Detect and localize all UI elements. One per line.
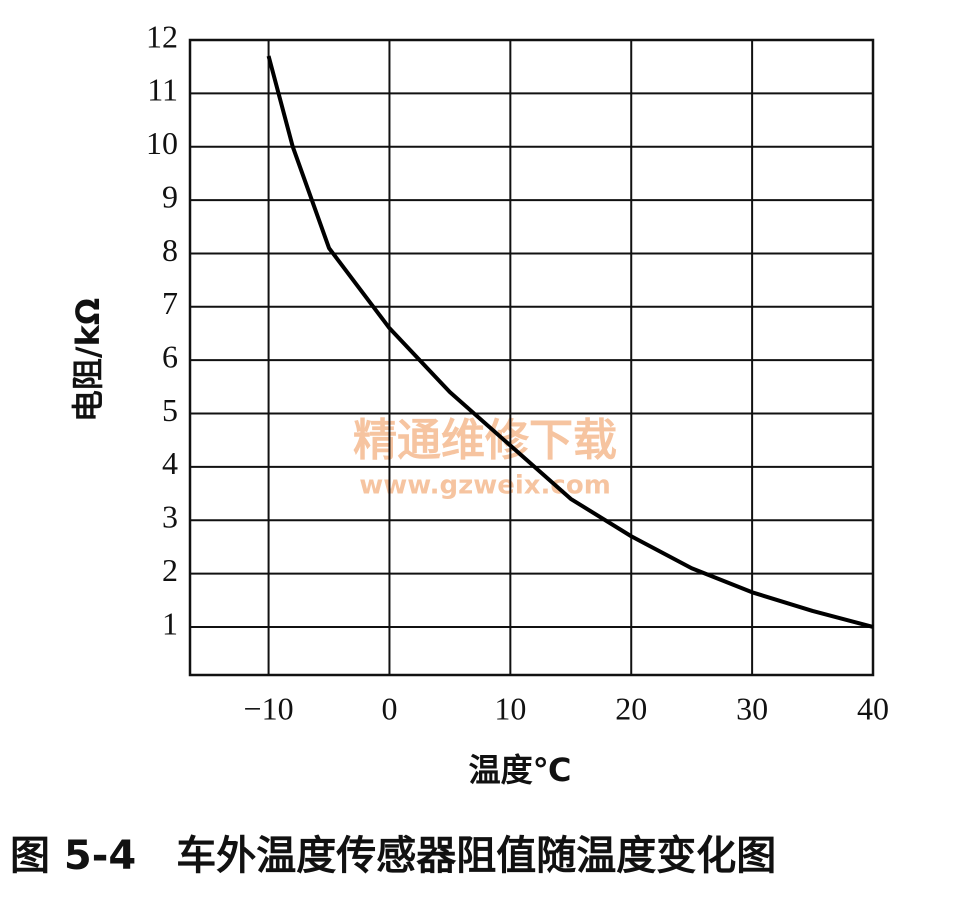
y-tick-label: 3 bbox=[162, 499, 178, 535]
y-tick-label: 7 bbox=[162, 285, 178, 321]
y-tick-label: 11 bbox=[147, 72, 178, 108]
y-tick-label: 5 bbox=[162, 392, 178, 428]
plot-frame bbox=[188, 38, 875, 677]
y-tick-label: 1 bbox=[162, 605, 178, 641]
x-tick-label: 10 bbox=[494, 690, 526, 726]
caption: 图 5-4 车外温度传感器阻值随温度变化图 bbox=[10, 833, 776, 879]
y-tick-label: 2 bbox=[162, 552, 178, 588]
y-axis-title: 电阻/kΩ bbox=[69, 298, 107, 422]
data-line bbox=[266, 55, 874, 629]
x-tick-label: 30 bbox=[736, 690, 768, 726]
x-tick-label: 0 bbox=[381, 690, 397, 726]
x-axis-title: 温度℃ bbox=[469, 751, 572, 789]
x-tick-label: −10 bbox=[244, 690, 294, 726]
y-tick-label: 10 bbox=[146, 125, 178, 161]
y-tick-label: 6 bbox=[162, 339, 178, 375]
y-tick-label: 4 bbox=[162, 445, 178, 481]
watermark-url: www.gzweix.com bbox=[359, 471, 611, 501]
y-tick-label: 8 bbox=[162, 232, 178, 268]
x-tick-label: 20 bbox=[615, 690, 647, 726]
x-tick-label: 40 bbox=[857, 690, 889, 726]
y-tick-label: 12 bbox=[146, 18, 178, 54]
y-tick-label: 9 bbox=[162, 178, 178, 214]
